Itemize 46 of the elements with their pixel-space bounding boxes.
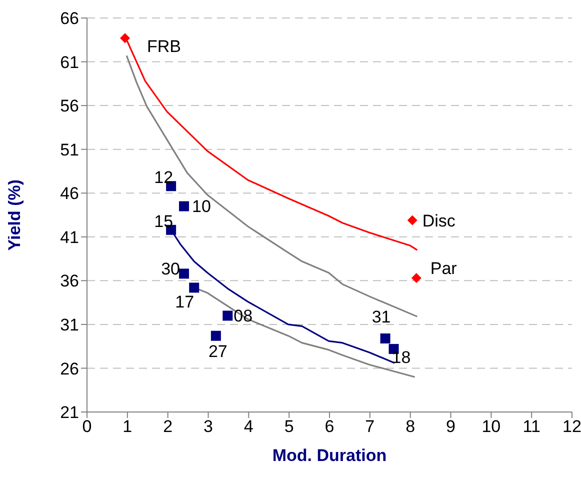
x-tick-label: 5 [284, 417, 294, 436]
y-tick-label: 41 [60, 228, 79, 247]
y-axis-title: Yield (%) [5, 179, 24, 251]
y-tick-label: 36 [60, 272, 79, 291]
annotation: 18 [392, 348, 411, 367]
x-tick-label: 6 [324, 417, 334, 436]
x-axis-title: Mod. Duration [272, 446, 387, 465]
annotation: 15 [154, 212, 174, 231]
annotation: 31 [372, 307, 391, 326]
annotation: 17 [175, 292, 194, 312]
annotation: FRB [146, 37, 181, 56]
point [179, 201, 189, 212]
point [210, 330, 221, 341]
y-tick-label: 21 [60, 403, 79, 422]
point [189, 282, 200, 293]
y-tick-label: 46 [60, 184, 79, 204]
x-tick-label: 4 [244, 417, 254, 436]
y-tick-label: 61 [60, 52, 79, 72]
x-tick-label: 8 [406, 417, 416, 436]
point [380, 333, 390, 344]
point [222, 310, 233, 321]
x-tick-label: 9 [446, 417, 456, 436]
y-tick-label: 56 [60, 96, 79, 116]
x-tick-label: 10 [482, 417, 501, 436]
y-tick-label: 51 [60, 140, 79, 160]
annotation: 08 [234, 306, 253, 326]
x-tick-label: 3 [204, 417, 213, 436]
x-tick-label: 7 [365, 417, 375, 436]
point [407, 215, 418, 226]
x-tick-label: 0 [82, 417, 92, 436]
x-tick-label: 12 [562, 417, 581, 436]
annotation: 27 [208, 342, 228, 361]
point [179, 268, 189, 279]
x-tick-label: 1 [122, 417, 132, 436]
point [120, 33, 130, 44]
annotation: 12 [154, 168, 174, 188]
x-tick-label: 11 [522, 417, 540, 436]
annotation: 30 [161, 260, 180, 279]
point [411, 273, 422, 284]
y-tick-label: 26 [60, 359, 79, 378]
x-tick-label: 2 [163, 417, 173, 436]
annotation: 10 [192, 197, 211, 216]
annotation: Par [430, 259, 458, 278]
annotation: Disc [422, 211, 456, 230]
y-tick-label: 66 [60, 9, 79, 28]
y-tick-label: 31 [60, 315, 79, 334]
